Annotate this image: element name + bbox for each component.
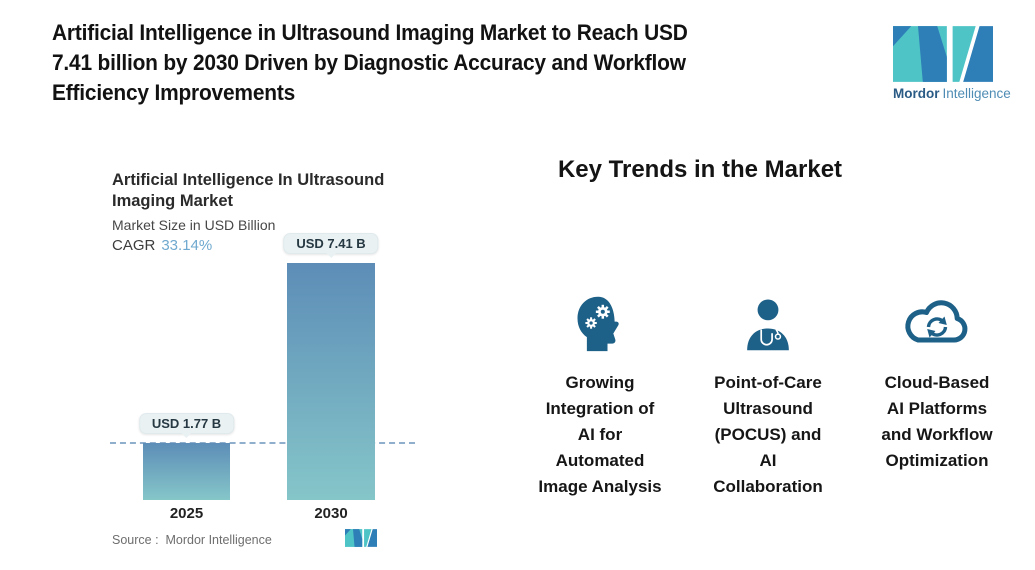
brand-name-bold: Mordor <box>893 86 940 101</box>
page-title-line: 7.41 billion by 2030 Driven by Diagnosti… <box>52 50 686 75</box>
baseline-dashed-line <box>110 442 415 444</box>
bar-2030: USD 7.41 B 2030 <box>283 233 379 522</box>
trends-heading: Key Trends in the Market <box>557 156 843 183</box>
source-text: Source : Mordor Intelligence <box>112 533 272 547</box>
cagr-row: CAGR 33.14% <box>112 237 384 254</box>
trend-caption-line: Growing <box>565 373 635 392</box>
chart-title: Artificial Intelligence In Ultrasound Im… <box>112 170 384 212</box>
value-label-2030: USD 7.41 B <box>283 233 379 258</box>
trend-caption-line: Integration of <box>545 399 655 418</box>
brand-name: Mordor Intelligence <box>893 86 1011 101</box>
page-title-line: Artificial Intelligence in Ultrasound Im… <box>52 20 688 45</box>
source-logo-mark-icon <box>345 528 377 553</box>
trend-caption-line: Point-of-Care <box>714 373 822 392</box>
mordor-intelligence-logo: Mordor Intelligence <box>893 26 1011 101</box>
trend-caption: Point-of-Care Ultrasound (POCUS) and AI … <box>680 370 856 500</box>
chart-subtitle: Market Size in USD Billion <box>112 217 276 233</box>
head-gears-icon <box>512 288 688 358</box>
axis-label-2025: 2025 <box>169 505 204 522</box>
page-title: Artificial Intelligence in Ultrasound Im… <box>52 18 688 108</box>
chart-title-line: Artificial Intelligence In Ultrasound <box>112 171 385 189</box>
chart-header: Artificial Intelligence In Ultrasound Im… <box>112 170 384 254</box>
chart-title-line: Imaging Market <box>112 192 234 210</box>
axis-label-2030: 2030 <box>314 505 348 522</box>
cagr-value: 33.14% <box>161 237 213 254</box>
trend-caption-line: (POCUS) and <box>714 425 822 444</box>
cagr-label: CAGR <box>112 237 156 254</box>
trend-caption: Cloud-Based AI Platforms and Workflow Op… <box>849 370 1025 474</box>
bar-2025-fill <box>143 443 230 500</box>
mordor-logo-mark-icon <box>893 26 993 82</box>
trend-caption-line: Automated <box>555 451 645 470</box>
trend-caption-line: Collaboration <box>713 477 823 496</box>
bar-2030-fill <box>287 263 375 500</box>
trend-caption-line: AI <box>759 451 777 470</box>
trend-caption-line: and Workflow <box>881 425 993 444</box>
trend-item-ai-image-analysis: Growing Integration of AI for Automated … <box>512 288 688 500</box>
trend-caption-line: AI for <box>577 425 623 444</box>
trend-item-cloud-platforms: Cloud-Based AI Platforms and Workflow Op… <box>849 288 1025 474</box>
trend-item-pocus: Point-of-Care Ultrasound (POCUS) and AI … <box>680 288 856 500</box>
page-title-line: Efficiency Improvements <box>52 80 296 105</box>
trend-caption-line: Ultrasound <box>723 399 813 418</box>
trend-caption-line: AI Platforms <box>886 399 988 418</box>
value-label-2025: USD 1.77 B <box>138 413 235 438</box>
bar-2025: USD 1.77 B 2025 <box>138 413 235 522</box>
trend-caption: Growing Integration of AI for Automated … <box>512 370 688 500</box>
trend-caption-line: Optimization <box>885 451 989 470</box>
doctor-stethoscope-icon <box>680 288 856 358</box>
trend-caption-line: Cloud-Based <box>884 373 990 392</box>
cloud-sync-icon <box>849 288 1025 358</box>
brand-name-light: Intelligence <box>942 86 1011 101</box>
trend-caption-line: Image Analysis <box>538 477 662 496</box>
bar-chart-plot: USD 1.77 B 2025 USD 7.41 B 2030 <box>110 233 415 522</box>
